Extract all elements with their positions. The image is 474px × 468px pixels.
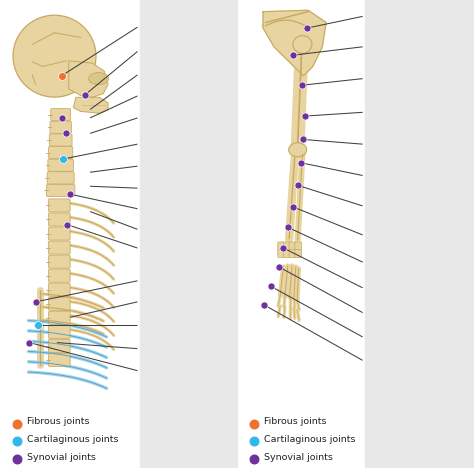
Text: Cartilaginous joints: Cartilaginous joints	[264, 435, 356, 444]
Bar	[365, 0, 474, 468]
Polygon shape	[73, 97, 108, 113]
Point	[250, 438, 258, 445]
Point	[303, 24, 311, 32]
FancyBboxPatch shape	[48, 353, 70, 366]
Point	[13, 455, 21, 463]
Point	[289, 203, 297, 211]
Point	[13, 438, 21, 445]
Point	[63, 130, 70, 137]
Point	[284, 224, 292, 231]
FancyBboxPatch shape	[48, 311, 70, 324]
Polygon shape	[263, 10, 326, 76]
Text: Fibrous joints: Fibrous joints	[27, 417, 90, 426]
FancyBboxPatch shape	[295, 249, 301, 257]
Point	[82, 91, 89, 98]
Ellipse shape	[289, 143, 307, 157]
Text: Cartilaginous joints: Cartilaginous joints	[27, 435, 119, 444]
Text: Synovial joints: Synovial joints	[27, 453, 96, 462]
Point	[64, 221, 71, 228]
Text: Synovial joints: Synovial joints	[264, 453, 333, 462]
Point	[280, 244, 287, 252]
Point	[267, 283, 275, 290]
Point	[58, 72, 65, 80]
FancyBboxPatch shape	[48, 255, 70, 268]
Point	[250, 455, 258, 463]
Polygon shape	[69, 61, 108, 97]
Point	[32, 298, 39, 306]
FancyBboxPatch shape	[48, 297, 70, 310]
Point	[261, 301, 268, 309]
FancyBboxPatch shape	[283, 242, 290, 250]
Point	[294, 182, 301, 189]
Point	[289, 51, 297, 59]
Point	[34, 322, 42, 329]
Point	[59, 155, 66, 163]
FancyBboxPatch shape	[48, 269, 70, 282]
Point	[301, 112, 309, 120]
FancyBboxPatch shape	[278, 242, 284, 250]
FancyBboxPatch shape	[48, 283, 70, 296]
Point	[26, 339, 33, 346]
FancyBboxPatch shape	[289, 249, 296, 257]
Point	[275, 263, 283, 271]
FancyBboxPatch shape	[48, 159, 73, 171]
FancyBboxPatch shape	[48, 199, 70, 212]
FancyBboxPatch shape	[46, 184, 75, 197]
Ellipse shape	[13, 15, 96, 97]
Point	[299, 81, 306, 89]
Bar	[140, 0, 237, 468]
FancyBboxPatch shape	[49, 134, 72, 146]
FancyBboxPatch shape	[47, 172, 74, 184]
Ellipse shape	[293, 36, 312, 53]
FancyBboxPatch shape	[51, 109, 71, 121]
Point	[58, 114, 65, 122]
Point	[66, 190, 74, 198]
Point	[298, 159, 305, 167]
FancyBboxPatch shape	[48, 241, 70, 254]
FancyBboxPatch shape	[48, 227, 70, 240]
FancyBboxPatch shape	[48, 146, 73, 159]
Point	[300, 136, 307, 143]
Point	[250, 420, 258, 427]
FancyBboxPatch shape	[50, 121, 71, 133]
FancyBboxPatch shape	[278, 249, 284, 257]
FancyBboxPatch shape	[48, 213, 70, 226]
FancyBboxPatch shape	[283, 249, 290, 257]
FancyBboxPatch shape	[48, 339, 70, 352]
Text: Fibrous joints: Fibrous joints	[264, 417, 327, 426]
FancyBboxPatch shape	[48, 325, 70, 338]
FancyBboxPatch shape	[295, 242, 301, 250]
Ellipse shape	[89, 73, 109, 85]
Point	[13, 420, 21, 427]
FancyBboxPatch shape	[289, 242, 296, 250]
